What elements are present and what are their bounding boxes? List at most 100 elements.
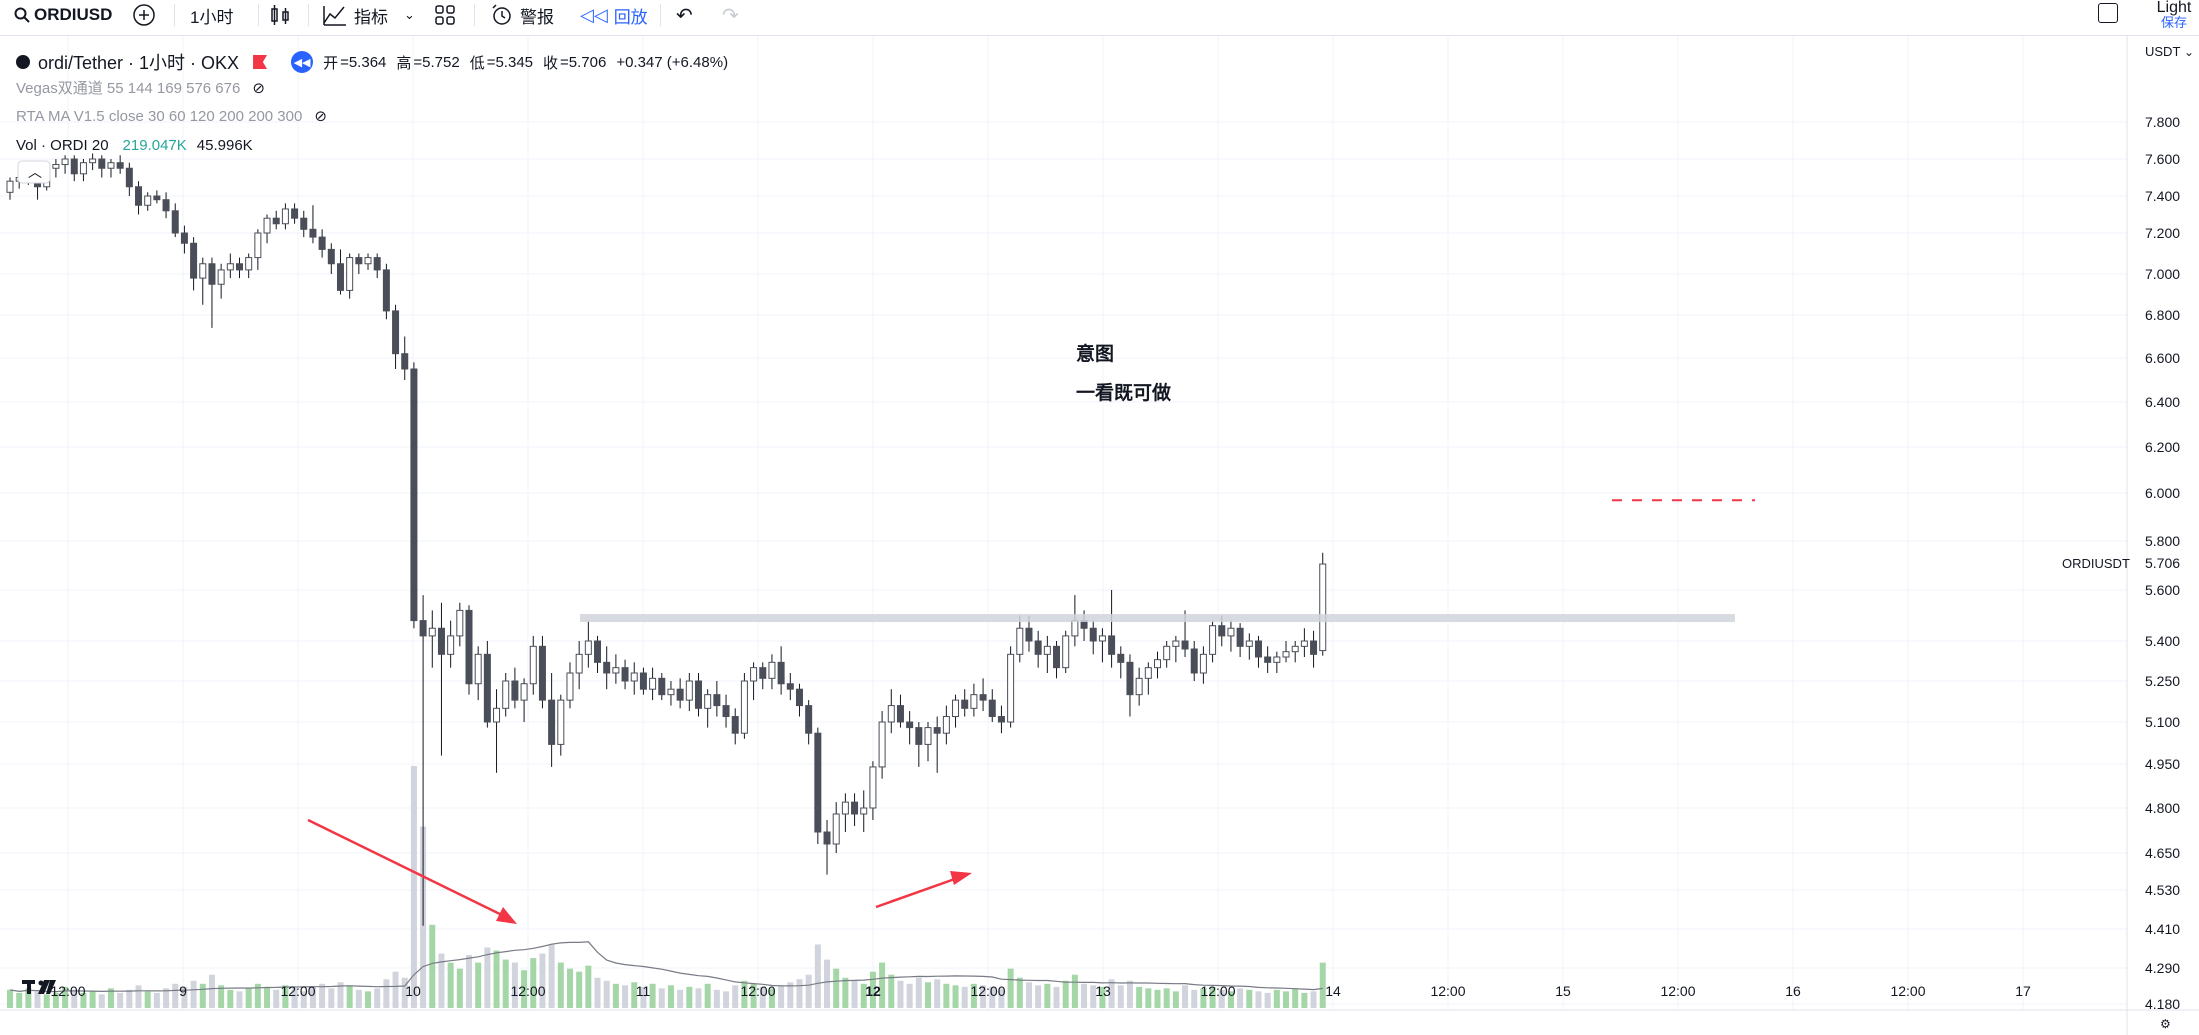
annotation-text-2[interactable]: 一看既可做	[1076, 383, 1172, 404]
candle-body	[1172, 640, 1180, 647]
volume-bar	[52, 992, 59, 1008]
volume-bar	[484, 947, 491, 1008]
candle-body	[1108, 635, 1116, 655]
candle-body	[190, 242, 198, 279]
chart-canvas[interactable]: 7.800 7.600 7.400 7.200 7.000 6.800 6.600 6.400…	[0, 36, 2199, 1035]
replay-circle-icon[interactable]: ◀◀	[291, 51, 314, 73]
last-price-label: 5.706	[2145, 555, 2180, 571]
volume-bar	[787, 982, 794, 1008]
volume-bar	[860, 983, 867, 1008]
volume-bar	[7, 989, 13, 1008]
compare-button[interactable]	[132, 0, 156, 30]
volume-bar	[998, 988, 1005, 1008]
price-axis-header[interactable]: USDT ⌄	[2145, 44, 2194, 59]
layouts-button[interactable]	[434, 0, 456, 30]
candle-body	[437, 627, 445, 655]
candle-body	[144, 195, 152, 206]
candle-body	[300, 217, 308, 230]
candle-body	[263, 217, 271, 234]
candle-body	[805, 705, 813, 734]
volume-legend[interactable]: Vol · ORDI 20 219.047K 45.996K	[16, 137, 253, 154]
arrow-line-2[interactable]	[875, 873, 967, 909]
annotation-text-1[interactable]: 意图	[1076, 344, 1115, 365]
settings-icon[interactable]: ⚙	[2160, 1017, 2171, 1031]
volume-bar	[1191, 989, 1198, 1008]
volume-bar	[667, 985, 674, 1008]
price-tick-label: 7.200	[2145, 225, 2180, 241]
volume-bar	[1163, 988, 1170, 1008]
symbol-search[interactable]: ORDIUSD	[14, 0, 112, 30]
price-tick-label: 6.000	[2145, 485, 2180, 501]
candle-body	[520, 683, 528, 701]
candle-body	[511, 680, 519, 701]
drawn-levels	[580, 499, 1755, 623]
time-tick-label: 12:00	[1200, 983, 1235, 999]
chart-type-button[interactable]	[268, 0, 292, 30]
resistance-band	[580, 614, 1735, 623]
volume-bar	[1025, 982, 1032, 1008]
time-axis[interactable]: 12:00 9 12:00 10 12:00 11 12:00 12 12:00 13 12:00 1…	[50, 983, 2031, 999]
collapse-legend-button[interactable]: ︿	[17, 160, 51, 184]
low-value: =5.345	[486, 53, 533, 71]
save-label: 保存	[2160, 15, 2187, 30]
price-axis[interactable]: 7.800 7.600 7.400 7.200 7.000 6.800 6.600 6.400…	[2145, 114, 2180, 1012]
candle-body	[346, 257, 354, 291]
volume-value: 219.047K	[122, 137, 187, 154]
time-tick-label: 9	[179, 983, 187, 999]
chart-grid	[0, 36, 2127, 1010]
candle-body	[823, 831, 831, 845]
ordi-logo-icon	[16, 55, 30, 69]
redo-icon[interactable]: ↷	[722, 4, 739, 27]
volume-bar	[218, 985, 225, 1008]
eye-off-icon[interactable]: ⊘	[314, 108, 327, 125]
indicators-button[interactable]: 指标	[322, 0, 388, 30]
time-tick-label: 15	[1555, 983, 1571, 999]
price-tick-label: 4.180	[2145, 996, 2180, 1012]
interval-button[interactable]: 1小时	[190, 7, 234, 27]
volume-bar	[970, 983, 977, 1008]
candle-body	[483, 653, 491, 723]
indicator-legend-vegas[interactable]: Vegas双通道 55 144 169 576 676 ⊘	[16, 77, 265, 98]
volume-bars	[7, 766, 1326, 1008]
candle-body	[1135, 677, 1143, 696]
alert-button[interactable]: 警报	[490, 0, 554, 30]
volume-bar	[934, 979, 941, 1008]
candle-body	[1034, 640, 1042, 655]
chevron-down-icon[interactable]: ⌄	[404, 7, 415, 22]
volume-bar	[1062, 980, 1069, 1008]
fullscreen-icon[interactable]	[2098, 3, 2118, 23]
candle-body	[952, 699, 960, 718]
time-tick-label: 12:00	[1430, 983, 1465, 999]
candle-body	[1007, 653, 1015, 723]
volume-bar	[144, 991, 151, 1008]
volume-bar	[906, 983, 913, 1008]
theme-save-group[interactable]: Light 保存	[2150, 0, 2198, 30]
candle-body	[759, 667, 767, 679]
alert-label: 警报	[520, 7, 554, 27]
arrow-line-1[interactable]	[307, 818, 513, 922]
volume-bar	[732, 985, 739, 1008]
volume-bar	[824, 959, 831, 1008]
volume-bar	[328, 988, 335, 1008]
volume-bar	[254, 983, 261, 1008]
candle-body	[1273, 656, 1281, 663]
volume-bar	[1292, 988, 1299, 1008]
time-tick-label: 16	[1785, 983, 1801, 999]
time-tick-label: 11	[636, 983, 651, 999]
candle-body	[410, 368, 418, 622]
undo-icon[interactable]: ↶	[676, 4, 693, 27]
volume-bar	[622, 985, 629, 1008]
flag-icon[interactable]	[253, 55, 268, 69]
search-icon	[14, 7, 30, 23]
replay-button[interactable]: ◁◁ 回放	[580, 0, 648, 30]
volume-bar	[181, 986, 188, 1008]
indicator-legend-rta[interactable]: RTA MA V1.5 close 30 60 120 200 200 300 …	[16, 107, 327, 126]
candle-body	[272, 217, 280, 225]
eye-off-icon[interactable]: ⊘	[252, 79, 265, 97]
volume-bar	[594, 977, 601, 1008]
volume-bar	[1126, 980, 1133, 1008]
volume-bar	[1301, 992, 1308, 1008]
candle-body	[1062, 635, 1070, 669]
volume-bar	[346, 985, 353, 1008]
volume-bar	[1209, 986, 1216, 1008]
